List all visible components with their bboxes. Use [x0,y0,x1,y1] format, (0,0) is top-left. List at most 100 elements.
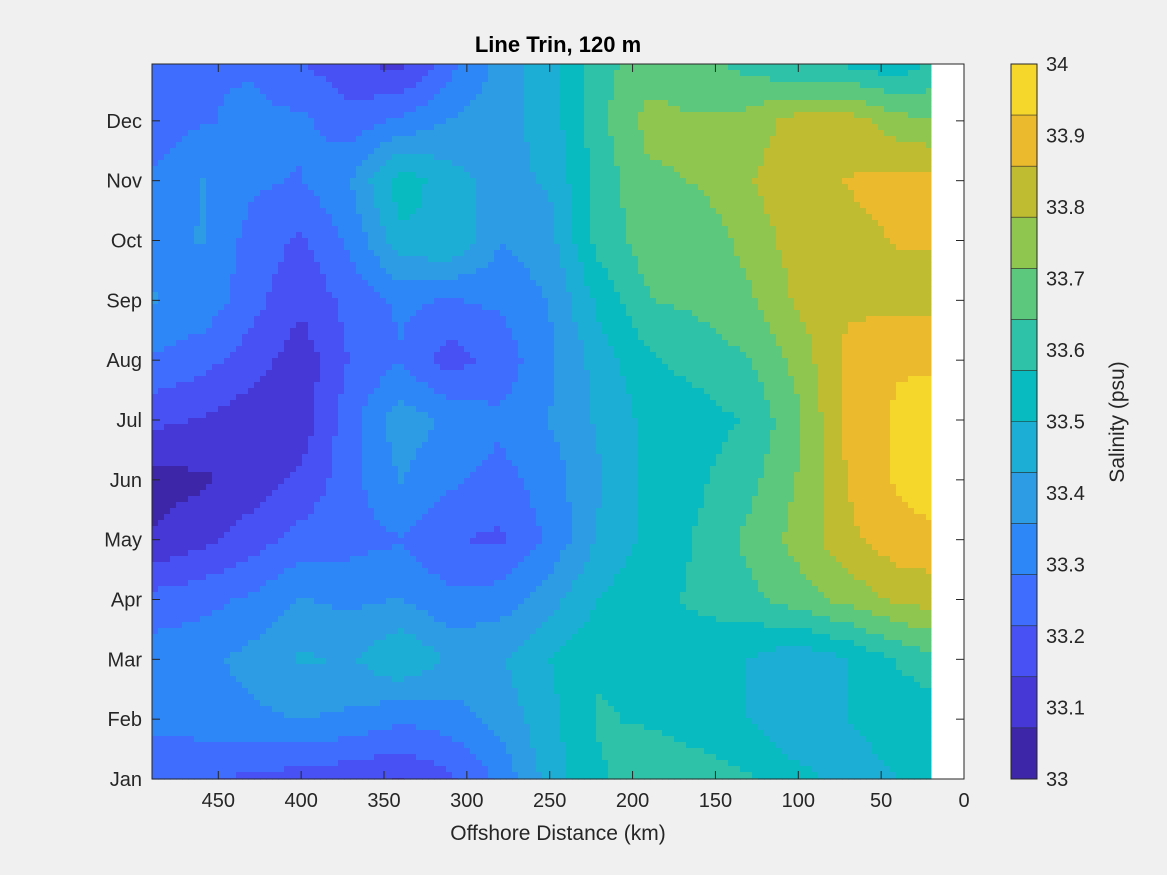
contour-cell [608,118,615,125]
contour-cell [284,70,291,77]
contour-cell [272,154,279,161]
contour-cell [518,280,525,287]
contour-cell [272,280,279,287]
contour-cell [902,172,909,179]
contour-cell [230,208,237,215]
contour-cell [164,94,171,101]
contour-cell [170,256,177,263]
contour-cell [242,100,249,107]
contour-cell [206,226,213,233]
contour-cell [734,214,741,221]
contour-cell [254,88,261,95]
contour-cell [254,166,261,173]
contour-cell [674,190,681,197]
contour-cell [494,94,501,101]
contour-cell [920,160,927,167]
contour-cell [524,268,531,275]
contour-cell [422,244,429,251]
contour-cell [656,184,663,191]
contour-cell [308,256,315,263]
contour-cell [788,286,795,293]
contour-cell [800,232,807,239]
contour-cell [500,232,507,239]
contour-cell [548,112,555,119]
contour-cell [512,130,519,137]
contour-cell [494,160,501,167]
contour-cell [170,154,177,161]
contour-cell [476,190,483,197]
contour-cell [512,238,519,245]
contour-cell [878,124,885,131]
contour-cell [554,136,561,143]
contour-cell [536,184,543,191]
contour-cell [890,118,897,125]
contour-cell [854,160,861,167]
contour-cell [212,130,219,137]
contour-cell [386,250,393,257]
contour-cell [668,70,675,77]
contour-cell [752,250,759,257]
contour-cell [920,106,927,113]
contour-cell [272,148,279,155]
contour-cell [812,118,819,125]
contour-cell [560,220,567,227]
contour-cell [356,208,363,215]
contour-cell [344,250,351,257]
contour-cell [536,112,543,119]
contour-cell [608,202,615,209]
contour-cell [896,214,903,221]
contour-cell [152,76,159,83]
contour-cell [338,112,345,119]
contour-cell [272,160,279,167]
contour-cell [248,130,255,137]
contour-cell [662,244,669,251]
contour-cell [248,220,255,227]
contour-cell [350,250,357,257]
contour-cell [296,124,303,131]
contour-cell [248,268,255,275]
contour-cell [692,232,699,239]
contour-cell [242,130,249,137]
contour-cell [302,88,309,95]
contour-cell [764,256,771,263]
contour-cell [290,292,297,299]
contour-cell [458,202,465,209]
contour-cell [578,100,585,107]
contour-cell [614,70,621,77]
contour-cell [878,118,885,125]
contour-cell [518,190,525,197]
contour-cell [296,232,303,239]
contour-cell [896,148,903,155]
contour-cell [884,226,891,233]
contour-cell [404,244,411,251]
contour-cell [158,262,165,269]
contour-cell [368,292,375,299]
contour-cell [566,280,573,287]
contour-cell [530,190,537,197]
contour-cell [644,94,651,101]
contour-cell [764,118,771,125]
contour-cell [560,184,567,191]
contour-cell [800,64,807,71]
contour-cell [170,136,177,143]
contour-cell [776,76,783,83]
contour-cell [374,238,381,245]
contour-cell [686,190,693,197]
contour-cell [410,82,417,89]
contour-cell [158,184,165,191]
contour-cell [518,226,525,233]
contour-cell [212,64,219,71]
contour-cell [896,112,903,119]
contour-cell [392,76,399,83]
contour-cell [554,190,561,197]
contour-cell [362,244,369,251]
contour-cell [452,268,459,275]
contour-cell [194,142,201,149]
contour-cell [494,148,501,155]
contour-cell [812,274,819,281]
contour-cell [290,208,297,215]
contour-cell [200,166,207,173]
contour-cell [698,160,705,167]
contour-cell [746,244,753,251]
contour-cell [716,76,723,83]
